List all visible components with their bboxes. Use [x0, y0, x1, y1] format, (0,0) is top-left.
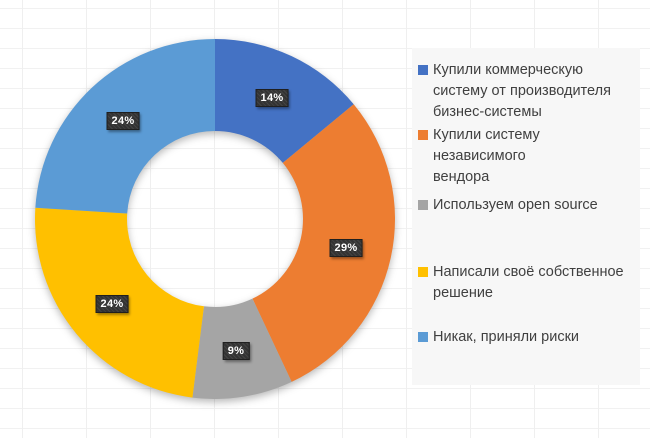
legend-item: Написали своё собственное решение — [418, 262, 640, 304]
legend-item-label: Купили систему независимого вендора — [433, 127, 540, 185]
legend-item: Купили коммерческую систему от производи… — [418, 60, 640, 123]
legend-item: Купили систему независимого вендора — [418, 125, 640, 188]
legend: Купили коммерческую систему от производи… — [412, 48, 640, 385]
legend-item: Используем open source — [418, 195, 640, 216]
legend-color-swatch — [418, 65, 428, 75]
slice-label: 24% — [106, 112, 140, 130]
legend-color-swatch — [418, 332, 428, 342]
slice-label: 9% — [222, 342, 250, 360]
legend-item: Никак, приняли риски — [418, 327, 640, 348]
slice-label: 29% — [329, 239, 363, 257]
slice-label: 24% — [95, 295, 129, 313]
slice-label: 14% — [255, 89, 289, 107]
legend-item-label: Купили коммерческую систему от производи… — [433, 62, 611, 120]
legend-color-swatch — [418, 130, 428, 140]
legend-item-label: Никак, приняли риски — [433, 329, 580, 345]
legend-item-label: Используем open source — [433, 197, 598, 213]
legend-item-label: Написали своё собственное решение — [433, 264, 624, 301]
legend-color-swatch — [418, 200, 428, 210]
donut-slice — [252, 104, 396, 382]
legend-color-swatch — [418, 267, 428, 277]
